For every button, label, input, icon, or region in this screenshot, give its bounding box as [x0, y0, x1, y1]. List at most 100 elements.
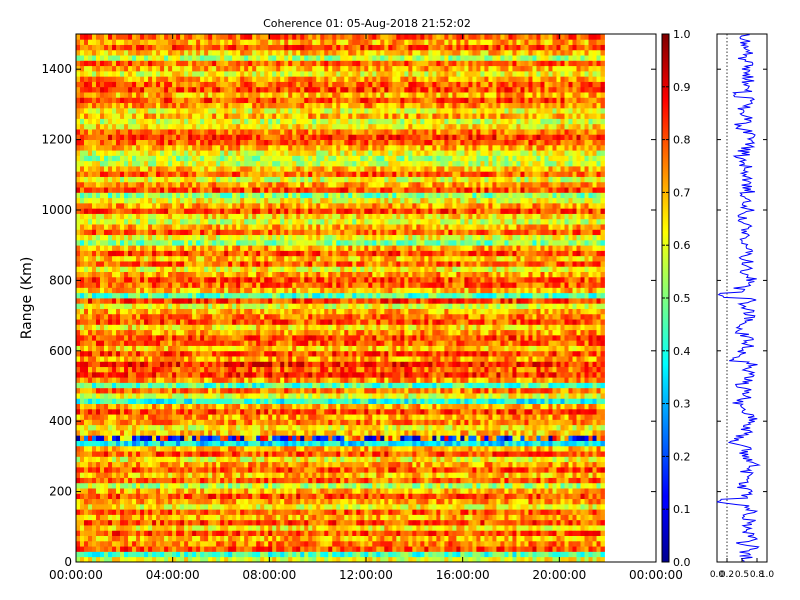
- heatmap-cell: [240, 477, 245, 484]
- heatmap-cell: [328, 408, 333, 415]
- heatmap-cell: [292, 430, 297, 436]
- heatmap-cell: [132, 488, 137, 494]
- heatmap-cell: [112, 435, 117, 441]
- heatmap-cell: [516, 514, 521, 521]
- heatmap-cell: [496, 382, 501, 389]
- heatmap-cell: [464, 472, 469, 478]
- heatmap-cell: [480, 493, 485, 500]
- heatmap-cell: [432, 503, 437, 510]
- heatmap-cell: [276, 377, 281, 383]
- heatmap-cell: [192, 551, 197, 558]
- heatmap-cell: [372, 403, 377, 410]
- heatmap-cell: [180, 535, 185, 542]
- heatmap-cell: [540, 445, 545, 452]
- heatmap-cell: [440, 472, 445, 478]
- heatmap-cell: [376, 440, 381, 447]
- heatmap-cell: [388, 451, 393, 457]
- heatmap-cell: [184, 366, 189, 373]
- heatmap-cell: [300, 477, 305, 484]
- heatmap-cell: [116, 366, 121, 373]
- heatmap-cell: [484, 435, 489, 441]
- heatmap-cell: [536, 435, 541, 441]
- heatmap-cell: [360, 424, 365, 431]
- heatmap-cell: [228, 424, 233, 431]
- heatmap-cell: [172, 535, 177, 542]
- heatmap-cell: [572, 519, 577, 526]
- heatmap-cell: [416, 525, 421, 531]
- heatmap-cell: [476, 430, 481, 436]
- heatmap-cell: [588, 371, 593, 378]
- heatmap-cell: [292, 488, 297, 494]
- heatmap-cell: [116, 408, 121, 415]
- heatmap-cell: [452, 451, 457, 457]
- heatmap-cell: [292, 498, 297, 505]
- heatmap-cell: [444, 556, 449, 563]
- heatmap-cell: [460, 430, 465, 436]
- heatmap-cell: [444, 419, 449, 426]
- heatmap-cell: [352, 361, 357, 368]
- heatmap-cell: [336, 546, 341, 552]
- heatmap-cell: [564, 514, 569, 521]
- heatmap-cell: [304, 430, 309, 436]
- heatmap-cell: [164, 556, 169, 563]
- heatmap-cell: [328, 424, 333, 431]
- heatmap-cell: [544, 472, 549, 478]
- heatmap-cell: [380, 546, 385, 552]
- heatmap-cell: [224, 472, 229, 478]
- heatmap-cell: [116, 456, 121, 463]
- heatmap-cell: [272, 361, 277, 368]
- heatmap-cell: [404, 493, 409, 500]
- heatmap-cell: [152, 371, 157, 378]
- heatmap-cell: [548, 456, 553, 463]
- heatmap-cell: [84, 519, 89, 526]
- heatmap-cell: [392, 456, 397, 463]
- heatmap-cell: [144, 366, 149, 373]
- heatmap-cell: [300, 493, 305, 500]
- heatmap-cell: [172, 456, 177, 463]
- heatmap-cell: [232, 530, 237, 536]
- heatmap-cell: [320, 456, 325, 463]
- heatmap-cell: [572, 556, 577, 563]
- heatmap-cell: [480, 393, 485, 399]
- heatmap-cell: [172, 551, 177, 558]
- heatmap-cell: [340, 546, 345, 552]
- heatmap-cell: [452, 519, 457, 526]
- heatmap-cell: [336, 424, 341, 431]
- heatmap-cell: [144, 408, 149, 415]
- heatmap-cell: [584, 403, 589, 410]
- heatmap-cell: [444, 398, 449, 404]
- heatmap-cell: [320, 430, 325, 436]
- heatmap-cell: [420, 382, 425, 389]
- heatmap-cell: [440, 451, 445, 457]
- heatmap-cell: [216, 540, 221, 547]
- heatmap-cell: [556, 530, 561, 536]
- heatmap-cell: [452, 430, 457, 436]
- heatmap-cell: [596, 551, 601, 558]
- heatmap-cell: [184, 488, 189, 494]
- heatmap-cell: [376, 366, 381, 373]
- heatmap-cell: [232, 393, 237, 399]
- heatmap-cell: [144, 430, 149, 436]
- heatmap-cell: [340, 530, 345, 536]
- heatmap-cell: [392, 519, 397, 526]
- heatmap-cell: [184, 493, 189, 500]
- heatmap-cell: [180, 393, 185, 399]
- heatmap-cell: [396, 482, 401, 489]
- heatmap-cell: [444, 535, 449, 542]
- heatmap-cell: [192, 414, 197, 420]
- heatmap-cell: [240, 371, 245, 378]
- heatmap-cell: [512, 366, 517, 373]
- heatmap-cell: [88, 509, 93, 515]
- heatmap-cell: [228, 435, 233, 441]
- heatmap-cell: [372, 519, 377, 526]
- heatmap-cell: [204, 361, 209, 368]
- heatmap-cell: [280, 509, 285, 515]
- heatmap-cell: [136, 482, 141, 489]
- heatmap-cell: [304, 466, 309, 473]
- heatmap-cell: [156, 387, 161, 394]
- heatmap-cell: [164, 398, 169, 404]
- heatmap-cell: [564, 430, 569, 436]
- heatmap-cell: [424, 451, 429, 457]
- heatmap-cell: [472, 408, 477, 415]
- heatmap-cell: [404, 393, 409, 399]
